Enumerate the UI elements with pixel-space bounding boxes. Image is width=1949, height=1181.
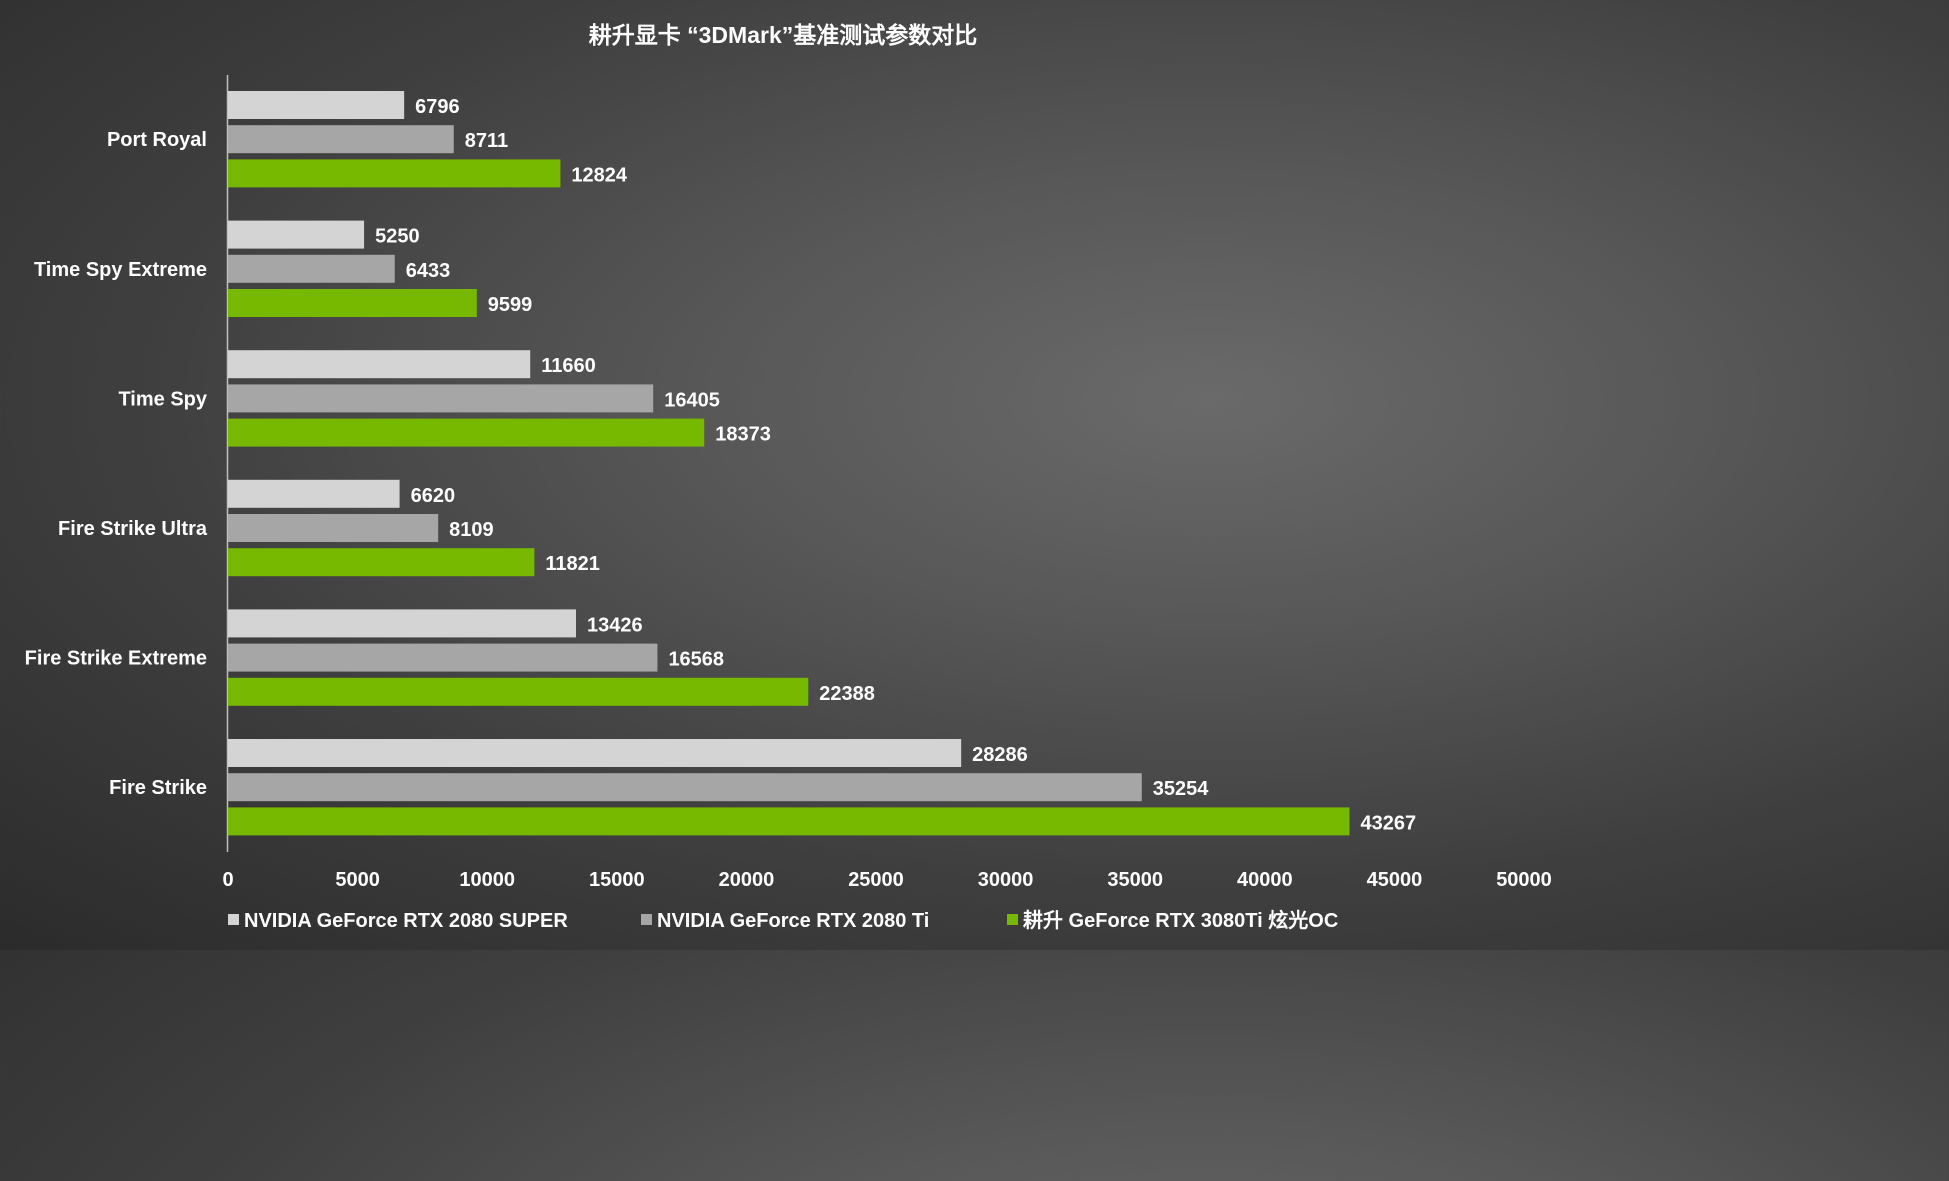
value-label: 16405: [664, 389, 720, 411]
value-label: 16568: [668, 649, 724, 671]
category-labels-group: Port Royal Time Spy Extreme Time Spy Fire S…: [25, 129, 208, 799]
bar-1-port-royal: [228, 91, 405, 119]
category-label: Time Spy: [118, 388, 207, 410]
legend-swatch: [1007, 914, 1018, 925]
bar-2-time-spy-extreme: [228, 254, 395, 283]
category-label: Time Spy Extreme: [34, 259, 207, 281]
bar-1-time-spy-extreme: [228, 220, 365, 249]
x-tick-label: 15000: [589, 869, 645, 891]
x-tick-label: 5000: [335, 869, 380, 891]
bar-3-fire-strike-extreme: [228, 677, 809, 706]
bar-2-time-spy: [228, 384, 654, 413]
legend: NVIDIA GeForce RTX 2080 SUPER NVIDIA GeFo…: [228, 908, 1338, 932]
value-label: 11821: [545, 553, 600, 575]
value-label: 35254: [1153, 778, 1209, 800]
legend-label: NVIDIA GeForce RTX 2080 SUPER: [244, 910, 568, 932]
category-label: Fire Strike: [109, 777, 207, 799]
value-label: 5250: [375, 226, 420, 248]
x-tick-label: 20000: [719, 869, 775, 891]
legend-swatch: [228, 914, 239, 925]
bars-group: [228, 91, 1350, 836]
x-tick-label: 25000: [848, 869, 904, 891]
bar-3-time-spy: [228, 418, 705, 447]
value-label: 6620: [411, 485, 456, 507]
x-tick-label: 50000: [1496, 869, 1552, 891]
value-label: 28286: [972, 744, 1028, 766]
value-label: 13426: [587, 614, 643, 636]
bar-2-fire-strike: [228, 773, 1142, 802]
bar-2-fire-strike-ultra: [228, 514, 439, 542]
bar-3-fire-strike-ultra: [228, 548, 535, 577]
value-label: 11660: [541, 355, 596, 377]
bar-2-port-royal: [228, 125, 454, 154]
bar-1-time-spy: [228, 350, 531, 379]
bar-3-port-royal: [228, 159, 561, 188]
category-label: Fire Strike Extreme: [25, 648, 207, 670]
bar-3-fire-strike: [228, 807, 1350, 836]
value-label: 12824: [571, 164, 627, 186]
value-label: 18373: [715, 424, 771, 446]
x-tick-label: 40000: [1237, 869, 1293, 891]
bar-3-time-spy-extreme: [228, 289, 477, 317]
value-label: 43267: [1360, 812, 1416, 834]
bar-2-fire-strike-extreme: [228, 643, 658, 672]
bar-1-fire-strike: [228, 739, 962, 767]
benchmark-bar-chart: 耕升显卡 “3DMark”基准测试参数对比 679687111282452506…: [25, 22, 1551, 932]
value-label: 9599: [488, 294, 533, 316]
x-tick-label: 10000: [459, 869, 515, 891]
category-label: Fire Strike Ultra: [58, 518, 208, 540]
x-tick-label: 30000: [978, 869, 1034, 891]
category-label: Port Royal: [107, 129, 207, 151]
value-label: 22388: [819, 683, 875, 705]
value-label: 6796: [415, 96, 460, 118]
bar-1-fire-strike-ultra: [228, 479, 400, 508]
x-tick-label: 0: [222, 869, 233, 891]
value-label: 8711: [465, 130, 508, 152]
chart-title: 耕升显卡 “3DMark”基准测试参数对比: [589, 22, 977, 48]
legend-label: 耕升 GeForce RTX 3080Ti 炫光OC: [1023, 908, 1338, 932]
value-label: 8109: [449, 519, 494, 541]
legend-swatch: [641, 914, 652, 925]
x-axis-ticks: 0 5000 10000 15000 20000 25000 30000 35000 40000…: [222, 869, 1551, 891]
bar-1-fire-strike-extreme: [228, 609, 577, 638]
x-tick-label: 35000: [1107, 869, 1163, 891]
value-label: 6433: [406, 260, 451, 282]
x-tick-label: 45000: [1367, 869, 1423, 891]
legend-label: NVIDIA GeForce RTX 2080 Ti: [657, 910, 929, 932]
